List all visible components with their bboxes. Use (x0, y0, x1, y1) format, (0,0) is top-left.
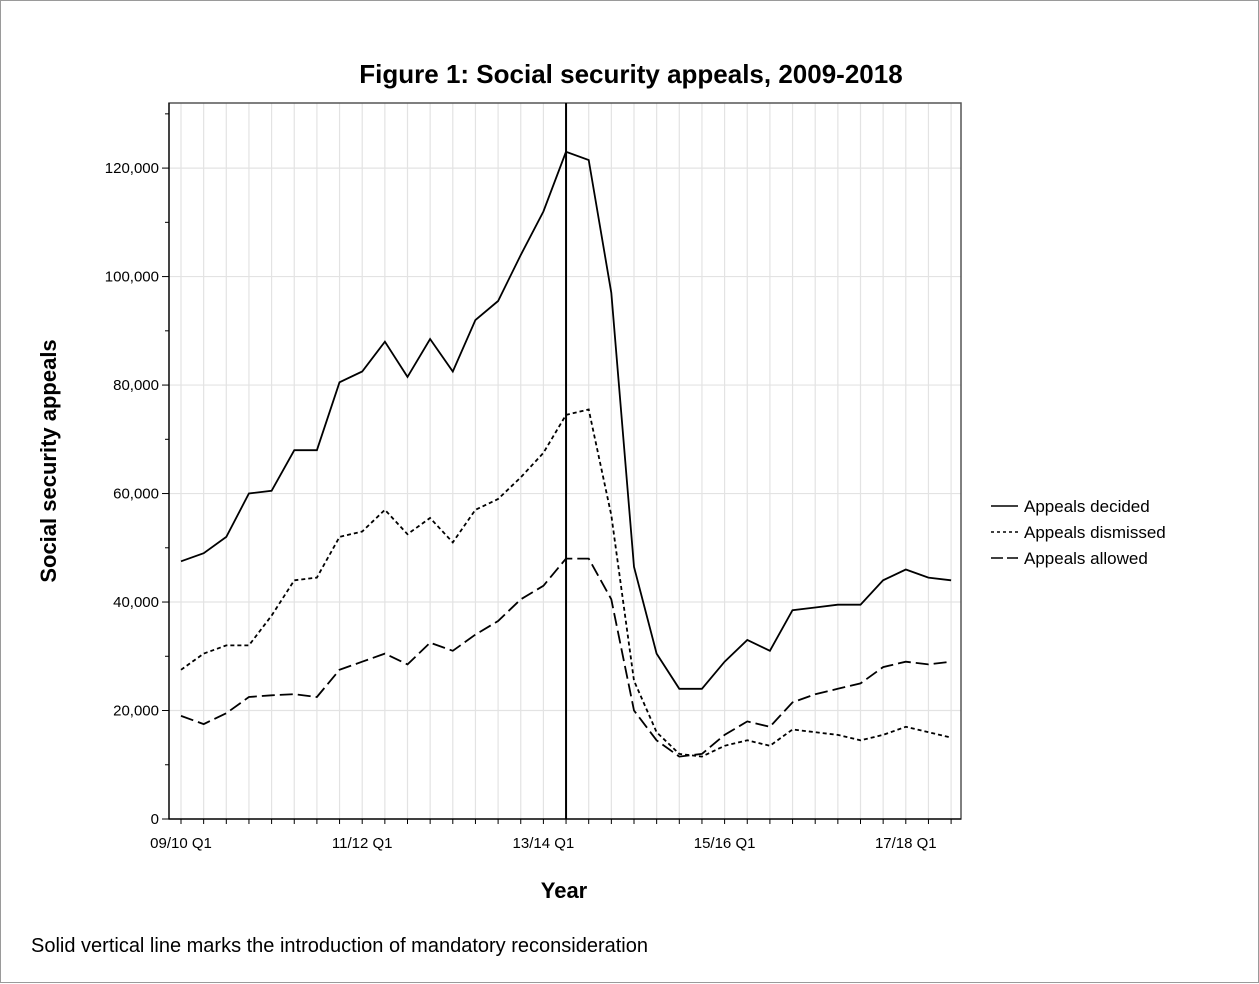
grid-layer (169, 103, 961, 819)
x-tick-label: 15/16 Q1 (694, 835, 756, 852)
legend-label: Appeals allowed (1024, 549, 1148, 568)
legend-label: Appeals decided (1024, 497, 1150, 516)
y-tick-label: 20,000 (113, 703, 159, 720)
y-tick-label: 0 (151, 811, 159, 828)
y-tick-label: 80,000 (113, 377, 159, 394)
x-tick-label: 17/18 Q1 (875, 835, 937, 852)
footnote: Solid vertical line marks the introducti… (31, 935, 648, 957)
legend: Appeals decided Appeals dismissed Appeals … (991, 497, 1166, 568)
y-axis-title: Social security appeals (36, 339, 61, 582)
y-tick-label: 40,000 (113, 594, 159, 611)
x-tick-label: 13/14 Q1 (513, 835, 575, 852)
y-tick-label: 100,000 (105, 269, 159, 286)
y-tick-label: 60,000 (113, 486, 159, 503)
x-tick-label: 09/10 Q1 (150, 835, 212, 852)
y-tick-label: 120,000 (105, 160, 159, 177)
chart-title: Figure 1: Social security appeals, 2009-… (359, 59, 902, 89)
x-axis-title: Year (541, 878, 588, 903)
axis-layer: 0 20,000 40,000 60,000 80,000 100,000 120,000 0… (105, 103, 961, 852)
legend-label: Appeals dismissed (1024, 523, 1166, 542)
x-tick-label: 11/12 Q1 (332, 835, 393, 852)
